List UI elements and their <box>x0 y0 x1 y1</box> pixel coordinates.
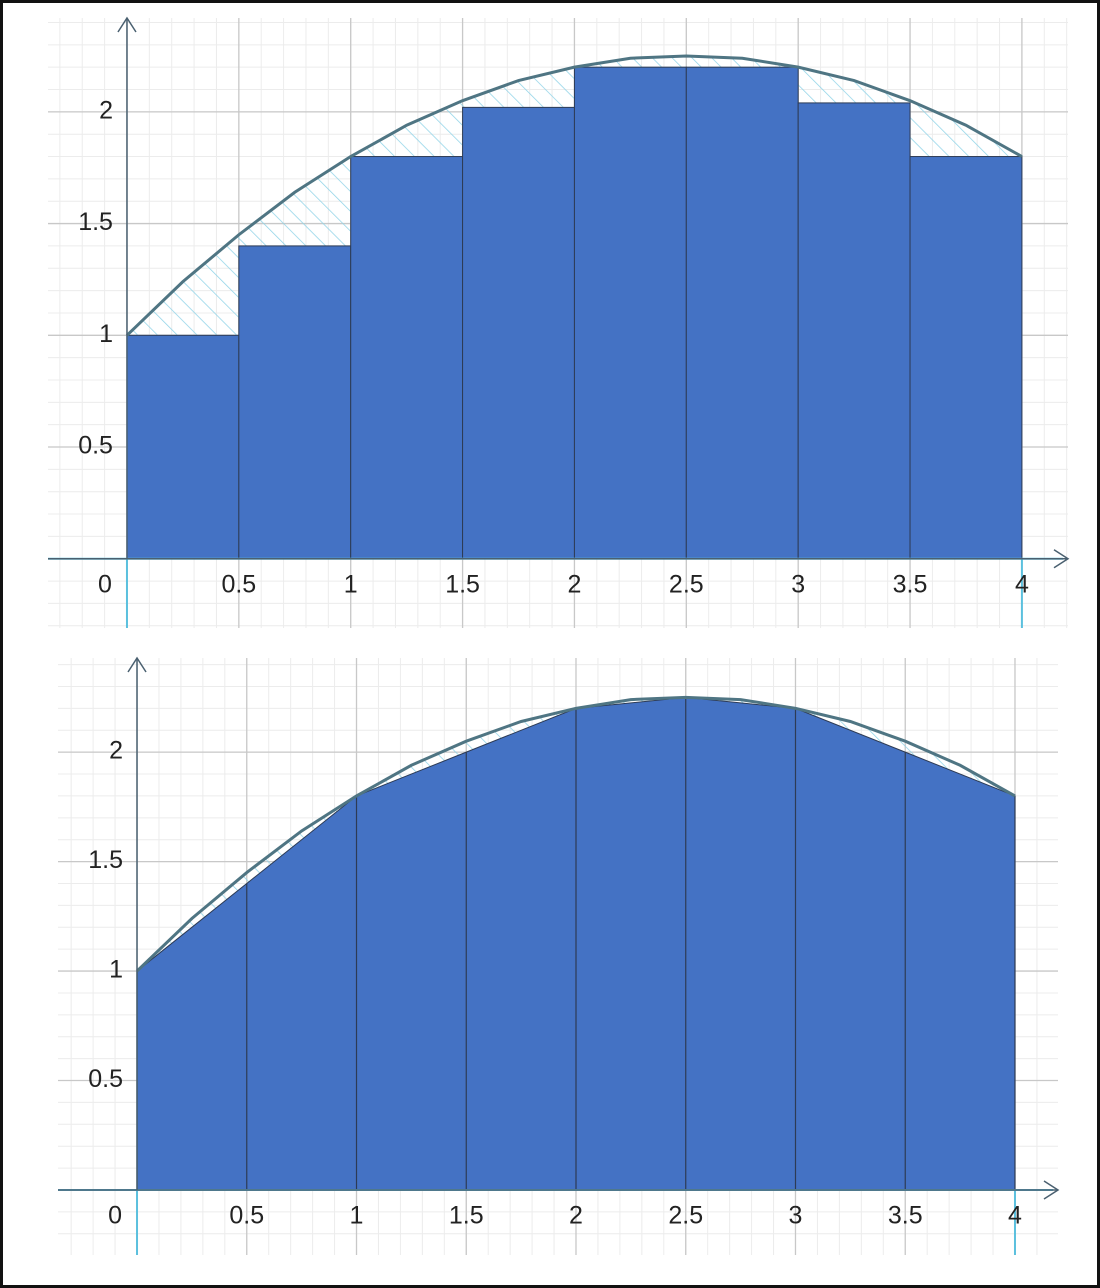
x-tick-label: 0.5 <box>229 1202 264 1230</box>
x-tick-label: 2 <box>569 1202 583 1230</box>
x-tick-label: 1.5 <box>445 570 480 598</box>
y-tick-label: 0.5 <box>78 432 113 460</box>
riemann-bar <box>238 245 352 560</box>
x-tick-label: 1.5 <box>449 1202 484 1230</box>
x-axis-arrow <box>1053 549 1070 569</box>
riemann-bar <box>126 334 240 560</box>
x-tick-label: 0 <box>108 1202 122 1230</box>
riemann-bar <box>350 156 464 560</box>
curve <box>135 695 1016 973</box>
x-tick-label: 2.5 <box>669 570 704 598</box>
x-tick-label: 3.5 <box>893 570 928 598</box>
y-tick-label: 1.5 <box>78 208 113 236</box>
x-tick-label: 3 <box>791 570 805 598</box>
y-axis-arrow <box>127 656 147 673</box>
y-tick-label: 1.5 <box>88 846 123 874</box>
y-tick-label: 2 <box>109 737 123 765</box>
x-tick-label: 0.5 <box>221 570 256 598</box>
y-axis-arrow <box>117 16 137 33</box>
riemann-bar <box>573 66 687 560</box>
x-tick-label: 1 <box>350 1202 364 1230</box>
x-tick-label: 3 <box>789 1202 803 1230</box>
curve <box>125 54 1023 337</box>
x-tick-label: 4 <box>1015 570 1029 598</box>
riemann-bar <box>462 106 575 560</box>
y-tick-label: 1 <box>99 320 113 348</box>
x-tick-label: 0 <box>98 570 112 598</box>
riemann-bar <box>685 66 799 560</box>
riemann-bar <box>797 102 911 560</box>
x-tick-label: 3.5 <box>888 1202 923 1230</box>
x-tick-label: 2 <box>567 570 581 598</box>
y-tick-label: 0.5 <box>88 1065 123 1093</box>
y-tick-label: 2 <box>99 96 113 124</box>
x-axis-arrow <box>1043 1180 1060 1200</box>
riemann-bar <box>909 156 1023 560</box>
y-tick-label: 1 <box>109 956 123 984</box>
x-tick-label: 2.5 <box>668 1202 703 1230</box>
x-tick-label: 4 <box>1008 1202 1022 1230</box>
x-tick-label: 1 <box>344 570 358 598</box>
